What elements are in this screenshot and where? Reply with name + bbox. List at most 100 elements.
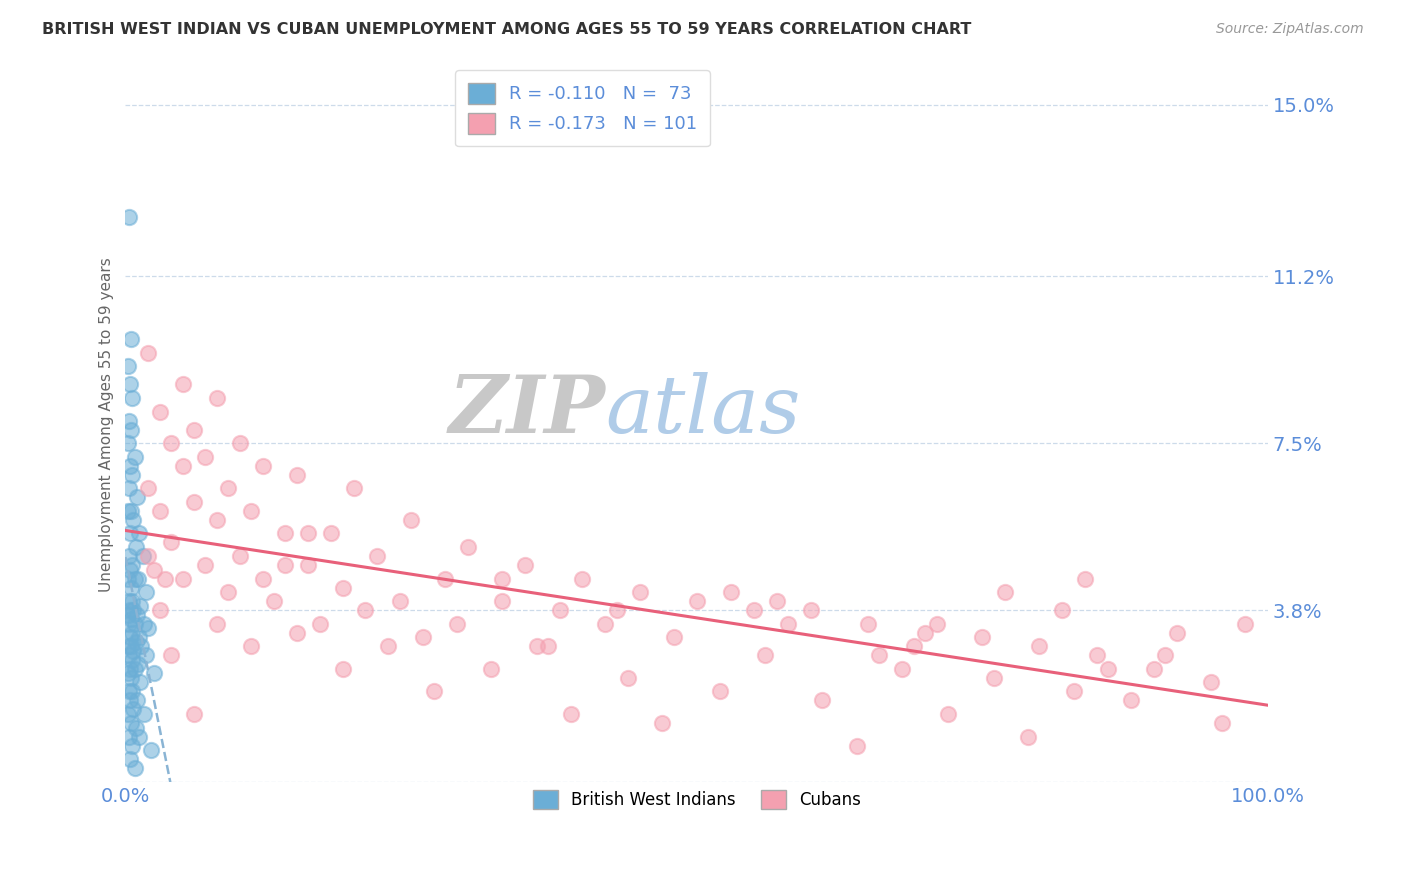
Point xyxy=(121,625,143,640)
Point xyxy=(205,616,228,631)
Point xyxy=(149,404,172,418)
Point xyxy=(129,599,152,613)
Point xyxy=(122,702,145,716)
Point xyxy=(117,640,139,654)
Point xyxy=(983,671,1005,685)
Point xyxy=(118,377,141,392)
Point xyxy=(217,585,239,599)
Point xyxy=(143,562,166,576)
Point xyxy=(800,603,823,617)
Point xyxy=(606,603,628,617)
Point xyxy=(127,657,149,672)
Point xyxy=(1234,616,1257,631)
Point xyxy=(124,450,146,464)
Point xyxy=(121,594,143,608)
Point xyxy=(118,603,141,617)
Point xyxy=(856,616,879,631)
Point xyxy=(1052,603,1074,617)
Point xyxy=(811,693,834,707)
Point xyxy=(252,572,274,586)
Point xyxy=(742,603,765,617)
Point xyxy=(149,504,172,518)
Point xyxy=(571,572,593,586)
Point xyxy=(595,616,617,631)
Point xyxy=(118,481,141,495)
Point xyxy=(118,730,141,744)
Point xyxy=(515,558,537,572)
Point xyxy=(1017,730,1039,744)
Point xyxy=(118,662,141,676)
Point xyxy=(686,594,709,608)
Point xyxy=(118,526,141,541)
Point xyxy=(120,716,142,731)
Point xyxy=(285,467,308,482)
Point xyxy=(117,666,139,681)
Point xyxy=(124,572,146,586)
Point xyxy=(132,706,155,721)
Point xyxy=(118,752,141,766)
Point xyxy=(332,662,354,676)
Point xyxy=(128,730,150,744)
Point xyxy=(548,603,571,617)
Point xyxy=(1154,648,1177,663)
Point xyxy=(925,616,948,631)
Point xyxy=(537,640,560,654)
Point xyxy=(125,693,148,707)
Point xyxy=(228,549,250,563)
Point xyxy=(120,581,142,595)
Point xyxy=(128,630,150,644)
Point xyxy=(217,481,239,495)
Point xyxy=(205,513,228,527)
Point xyxy=(131,640,153,654)
Point xyxy=(1143,662,1166,676)
Point xyxy=(125,540,148,554)
Point xyxy=(308,616,330,631)
Point xyxy=(122,603,145,617)
Point xyxy=(118,630,141,644)
Point xyxy=(121,558,143,572)
Point xyxy=(869,648,891,663)
Point xyxy=(125,491,148,505)
Point xyxy=(891,662,914,676)
Point xyxy=(1166,625,1188,640)
Point xyxy=(129,675,152,690)
Point xyxy=(526,640,548,654)
Point xyxy=(972,630,994,644)
Point xyxy=(117,504,139,518)
Point xyxy=(131,549,153,563)
Point xyxy=(332,581,354,595)
Point xyxy=(366,549,388,563)
Point xyxy=(149,603,172,617)
Point xyxy=(118,458,141,473)
Point xyxy=(160,436,183,450)
Point xyxy=(120,671,142,685)
Point xyxy=(936,706,959,721)
Point xyxy=(285,625,308,640)
Point xyxy=(1085,648,1108,663)
Point xyxy=(121,391,143,405)
Point xyxy=(118,594,141,608)
Point xyxy=(155,572,177,586)
Point xyxy=(122,644,145,658)
Point xyxy=(297,558,319,572)
Point xyxy=(160,535,183,549)
Point xyxy=(377,640,399,654)
Point xyxy=(343,481,366,495)
Point xyxy=(1028,640,1050,654)
Point xyxy=(117,706,139,721)
Point xyxy=(994,585,1017,599)
Point xyxy=(388,594,411,608)
Point xyxy=(121,653,143,667)
Point xyxy=(118,414,141,428)
Point xyxy=(117,359,139,374)
Point xyxy=(125,721,148,735)
Point xyxy=(122,513,145,527)
Point xyxy=(194,558,217,572)
Point xyxy=(117,572,139,586)
Point xyxy=(135,648,157,663)
Point xyxy=(118,693,141,707)
Point xyxy=(117,436,139,450)
Point xyxy=(143,666,166,681)
Point xyxy=(125,607,148,622)
Point xyxy=(240,640,263,654)
